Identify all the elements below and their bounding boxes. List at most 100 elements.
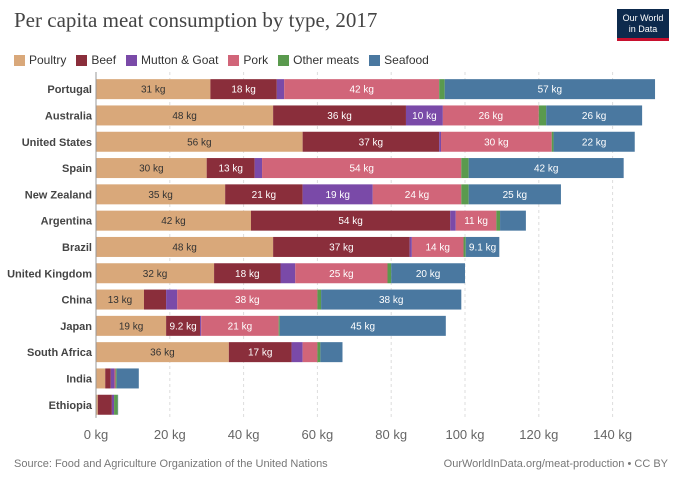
bar-new-zealand-seafood[interactable] bbox=[468, 184, 561, 205]
bar-united-kingdom-pork[interactable] bbox=[295, 263, 388, 284]
bar-portugal-poultry[interactable] bbox=[96, 79, 211, 100]
legend-item-poultry[interactable]: Poultry bbox=[14, 53, 66, 67]
bar-spain-beef[interactable] bbox=[206, 158, 255, 179]
bar-china-pork[interactable] bbox=[177, 289, 318, 310]
bar-south-africa-pork[interactable] bbox=[302, 342, 318, 363]
bar-united-states-other-meats[interactable] bbox=[551, 131, 554, 152]
bar-india-beef[interactable] bbox=[105, 368, 111, 389]
bar-new-zealand-beef[interactable] bbox=[225, 184, 303, 205]
x-tick-label-60: 60 kg bbox=[301, 427, 333, 442]
legend-item-beef[interactable]: Beef bbox=[76, 53, 116, 67]
bar-china-poultry[interactable] bbox=[96, 289, 144, 310]
bar-china-other-meats[interactable] bbox=[317, 289, 322, 310]
bar-united-states-beef[interactable] bbox=[302, 131, 440, 152]
bar-united-states-poultry[interactable] bbox=[96, 131, 303, 152]
bar-brazil-pork[interactable] bbox=[411, 236, 464, 257]
bar-portugal-other-meats[interactable] bbox=[439, 79, 445, 100]
bar-united-kingdom-other-meats[interactable] bbox=[387, 263, 392, 284]
data-label-spain-pork: 54 kg bbox=[349, 164, 373, 175]
logo-accent-bar bbox=[617, 38, 669, 41]
bar-ethiopia-mutton-goat[interactable] bbox=[111, 394, 115, 415]
bar-india-poultry[interactable] bbox=[96, 368, 106, 389]
bar-india-pork[interactable] bbox=[114, 368, 116, 389]
bar-south-africa-other-meats[interactable] bbox=[317, 342, 321, 363]
legend-swatch-other-meats bbox=[278, 54, 290, 66]
bar-japan-seafood[interactable] bbox=[279, 315, 446, 336]
legend-item-mutton-goat[interactable]: Mutton & Goat bbox=[126, 53, 218, 67]
bar-spain-other-meats[interactable] bbox=[461, 158, 469, 179]
data-label-spain-poultry: 30 kg bbox=[139, 164, 163, 175]
bar-united-states-mutton-goat[interactable] bbox=[439, 131, 442, 152]
bar-japan-beef[interactable] bbox=[166, 315, 201, 336]
bar-argentina-pork[interactable] bbox=[455, 210, 497, 231]
bar-south-africa-seafood[interactable] bbox=[320, 342, 343, 363]
bar-argentina-seafood[interactable] bbox=[500, 210, 526, 231]
legend-item-seafood[interactable]: Seafood bbox=[369, 53, 429, 67]
bar-portugal-seafood[interactable] bbox=[444, 79, 656, 100]
bar-australia-poultry[interactable] bbox=[96, 105, 274, 126]
bar-united-kingdom-mutton-goat[interactable] bbox=[280, 263, 296, 284]
bar-japan-mutton-goat[interactable] bbox=[200, 315, 202, 336]
bar-china-seafood[interactable] bbox=[321, 289, 462, 310]
bar-united-states-pork[interactable] bbox=[441, 131, 552, 152]
bar-south-africa-poultry[interactable] bbox=[96, 342, 229, 363]
bar-argentina-poultry[interactable] bbox=[96, 210, 251, 231]
bar-argentina-beef[interactable] bbox=[250, 210, 451, 231]
legend-swatch-seafood bbox=[369, 54, 381, 66]
bar-ethiopia-other-meats[interactable] bbox=[114, 394, 118, 415]
bar-australia-other-meats[interactable] bbox=[538, 105, 547, 126]
bar-india-seafood[interactable] bbox=[116, 368, 139, 389]
bar-united-kingdom-beef[interactable] bbox=[214, 263, 281, 284]
owid-logo[interactable]: Our World in Data bbox=[617, 9, 669, 41]
category-label-spain: Spain bbox=[62, 163, 92, 175]
data-label-portugal-beef: 18 kg bbox=[231, 85, 255, 96]
bar-australia-beef[interactable] bbox=[273, 105, 406, 126]
bar-new-zealand-other-meats[interactable] bbox=[461, 184, 469, 205]
data-label-new-zealand-seafood: 25 kg bbox=[503, 190, 527, 201]
bar-new-zealand-mutton-goat[interactable] bbox=[302, 184, 373, 205]
data-label-australia-mutton-goat: 10 kg bbox=[412, 111, 436, 122]
bar-spain-pork[interactable] bbox=[262, 158, 462, 179]
bar-china-beef[interactable] bbox=[143, 289, 167, 310]
bar-spain-mutton-goat[interactable] bbox=[254, 158, 263, 179]
bar-new-zealand-poultry[interactable] bbox=[96, 184, 226, 205]
bar-brazil-beef[interactable] bbox=[273, 236, 410, 257]
bar-brazil-other-meats[interactable] bbox=[463, 236, 466, 257]
bar-united-states-seafood[interactable] bbox=[553, 131, 635, 152]
bar-united-kingdom-seafood[interactable] bbox=[391, 263, 465, 284]
data-label-australia-pork: 26 kg bbox=[479, 111, 503, 122]
legend-swatch-poultry bbox=[14, 54, 25, 66]
credit-note[interactable]: OurWorldInData.org/meat-production • CC … bbox=[443, 458, 668, 470]
bar-india-mutton-goat[interactable] bbox=[110, 368, 115, 389]
bar-brazil-poultry[interactable] bbox=[96, 236, 274, 257]
bar-india-other-meats[interactable] bbox=[115, 368, 117, 389]
legend-item-pork[interactable]: Pork bbox=[228, 53, 268, 67]
bar-south-africa-beef[interactable] bbox=[228, 342, 292, 363]
legend-item-other-meats[interactable]: Other meats bbox=[278, 53, 359, 67]
bar-japan-pork[interactable] bbox=[201, 315, 279, 336]
bar-brazil-mutton-goat[interactable] bbox=[409, 236, 412, 257]
bar-ethiopia-beef[interactable] bbox=[97, 394, 112, 415]
x-tick-label-140: 140 kg bbox=[593, 427, 632, 442]
category-label-united-kingdom: United Kingdom bbox=[7, 268, 92, 280]
bar-ethiopia-poultry[interactable] bbox=[96, 394, 98, 415]
bar-portugal-beef[interactable] bbox=[210, 79, 277, 100]
bar-portugal-mutton-goat[interactable] bbox=[276, 79, 285, 100]
bar-australia-pork[interactable] bbox=[442, 105, 539, 126]
bar-spain-seafood[interactable] bbox=[468, 158, 624, 179]
bar-south-africa-mutton-goat[interactable] bbox=[291, 342, 303, 363]
bar-australia-seafood[interactable] bbox=[546, 105, 643, 126]
bar-portugal-pork[interactable] bbox=[284, 79, 440, 100]
bar-new-zealand-pork[interactable] bbox=[372, 184, 462, 205]
bar-japan-poultry[interactable] bbox=[96, 315, 167, 336]
bar-australia-mutton-goat[interactable] bbox=[405, 105, 443, 126]
bar-argentina-other-meats[interactable] bbox=[496, 210, 501, 231]
bar-brazil-seafood[interactable] bbox=[465, 236, 500, 257]
bar-japan-other-meats[interactable] bbox=[278, 315, 280, 336]
category-label-united-states: United States bbox=[22, 137, 92, 149]
bar-china-mutton-goat[interactable] bbox=[166, 289, 178, 310]
data-label-new-zealand-pork: 24 kg bbox=[405, 190, 429, 201]
bar-united-kingdom-poultry[interactable] bbox=[96, 263, 215, 284]
bar-spain-poultry[interactable] bbox=[96, 158, 207, 179]
bar-argentina-mutton-goat[interactable] bbox=[450, 210, 456, 231]
